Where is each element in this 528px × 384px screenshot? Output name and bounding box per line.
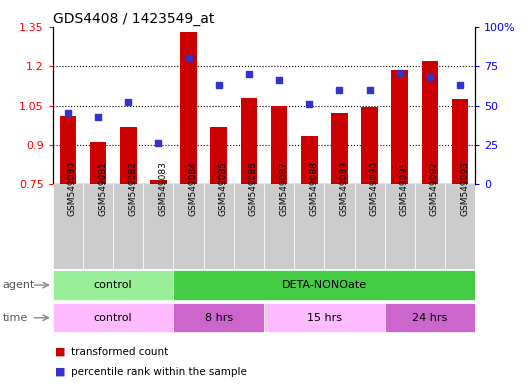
Text: GSM549090: GSM549090 (370, 161, 379, 216)
FancyBboxPatch shape (53, 303, 174, 333)
FancyBboxPatch shape (53, 184, 83, 269)
Text: GSM549085: GSM549085 (219, 161, 228, 216)
FancyBboxPatch shape (264, 303, 385, 333)
Text: ■: ■ (55, 346, 66, 357)
Bar (422, 61, 438, 184)
FancyBboxPatch shape (385, 184, 415, 269)
Point (395, 70, 404, 76)
Text: GSM549091: GSM549091 (400, 161, 409, 216)
Point (275, 77, 284, 83)
Bar (452, 99, 468, 184)
Point (184, 55, 193, 61)
Text: control: control (94, 313, 133, 323)
Point (426, 74, 434, 80)
FancyBboxPatch shape (354, 184, 385, 269)
Bar (150, 180, 167, 184)
Text: 8 hrs: 8 hrs (205, 313, 233, 323)
Bar (301, 136, 317, 184)
Text: GSM549086: GSM549086 (249, 161, 258, 216)
FancyBboxPatch shape (385, 303, 475, 333)
Bar (211, 127, 227, 184)
FancyBboxPatch shape (113, 184, 143, 269)
Text: time: time (3, 313, 28, 323)
FancyBboxPatch shape (445, 184, 475, 269)
Text: ■: ■ (55, 366, 66, 377)
Point (244, 71, 253, 77)
Text: GSM549083: GSM549083 (158, 161, 167, 216)
Bar (90, 142, 106, 184)
FancyBboxPatch shape (264, 184, 294, 269)
Text: transformed count: transformed count (71, 346, 168, 357)
Point (94, 114, 102, 120)
Text: agent: agent (3, 280, 35, 290)
Bar (60, 116, 76, 184)
Text: GSM549088: GSM549088 (309, 161, 318, 216)
Point (154, 140, 163, 146)
Bar (180, 32, 197, 184)
FancyBboxPatch shape (174, 303, 264, 333)
Text: control: control (94, 280, 133, 290)
Text: GSM549080: GSM549080 (68, 161, 77, 216)
Bar (120, 127, 137, 184)
Text: GSM549089: GSM549089 (340, 161, 348, 216)
Bar (271, 106, 287, 184)
Point (64, 111, 72, 117)
Text: GSM549092: GSM549092 (430, 161, 439, 216)
FancyBboxPatch shape (143, 184, 174, 269)
Text: GDS4408 / 1423549_at: GDS4408 / 1423549_at (53, 12, 214, 26)
Point (365, 87, 374, 93)
FancyBboxPatch shape (415, 184, 445, 269)
FancyBboxPatch shape (53, 270, 174, 300)
Text: GSM549087: GSM549087 (279, 161, 288, 216)
Point (456, 82, 464, 88)
Bar (391, 70, 408, 184)
Text: GSM549084: GSM549084 (188, 161, 197, 216)
Point (124, 99, 133, 106)
FancyBboxPatch shape (83, 184, 113, 269)
Point (214, 82, 223, 88)
Text: GSM549082: GSM549082 (128, 161, 137, 216)
FancyBboxPatch shape (204, 184, 234, 269)
FancyBboxPatch shape (234, 184, 264, 269)
Text: GSM549093: GSM549093 (460, 161, 469, 216)
FancyBboxPatch shape (174, 270, 475, 300)
Text: percentile rank within the sample: percentile rank within the sample (71, 366, 247, 377)
Point (305, 101, 314, 107)
Text: 15 hrs: 15 hrs (307, 313, 342, 323)
Bar (241, 98, 257, 184)
FancyBboxPatch shape (324, 184, 354, 269)
Bar (331, 114, 348, 184)
Text: DETA-NONOate: DETA-NONOate (282, 280, 367, 290)
Point (335, 87, 344, 93)
FancyBboxPatch shape (174, 184, 204, 269)
Text: GSM549081: GSM549081 (98, 161, 107, 216)
Text: 24 hrs: 24 hrs (412, 313, 448, 323)
FancyBboxPatch shape (294, 184, 324, 269)
Bar (361, 107, 378, 184)
